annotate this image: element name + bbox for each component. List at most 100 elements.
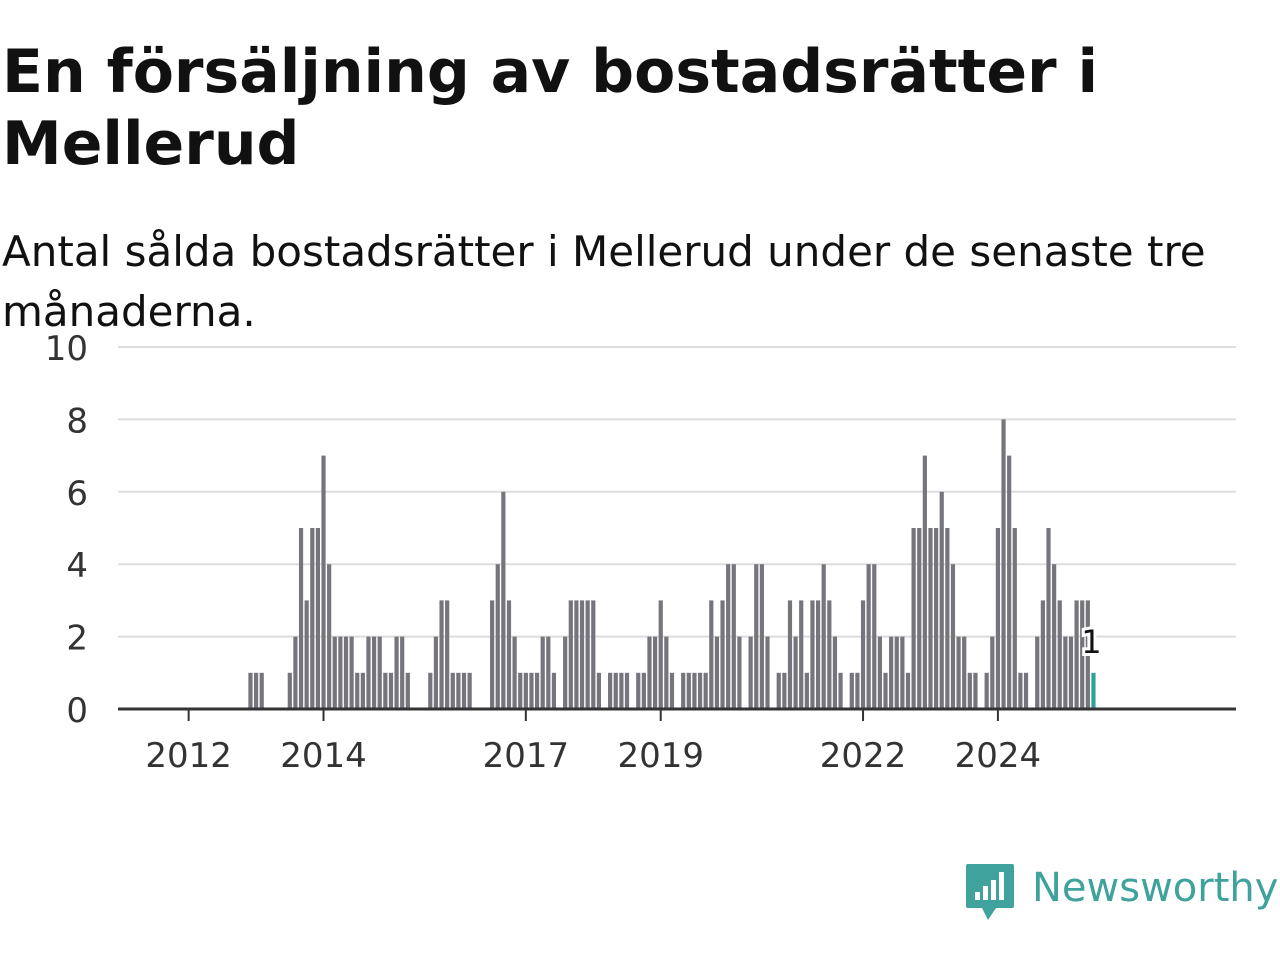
bar: [821, 564, 826, 709]
bar: [1007, 455, 1012, 709]
bar: [962, 636, 967, 709]
bar: [456, 672, 461, 709]
bar: [372, 636, 377, 709]
bar: [518, 672, 523, 709]
bar: [534, 672, 540, 709]
bar: [860, 600, 866, 709]
bar: [355, 672, 360, 709]
bar: [450, 672, 455, 709]
bar: [849, 672, 854, 709]
bar: [1012, 528, 1017, 709]
bar: [1046, 528, 1051, 709]
x-tick-label: 2014: [280, 736, 367, 776]
bar: [1052, 564, 1057, 709]
bar: [956, 636, 961, 709]
bar: [377, 636, 382, 709]
bar: [658, 600, 663, 709]
bar: [315, 528, 320, 709]
bar: [782, 672, 787, 709]
bar: [360, 672, 365, 709]
bar: [467, 672, 472, 709]
bar: [967, 672, 972, 709]
bar: [1068, 636, 1074, 709]
bar: [647, 636, 652, 709]
bar: [388, 672, 394, 709]
brand-name: Newsworthy: [1032, 865, 1279, 911]
bar: [776, 672, 781, 709]
bar: [731, 564, 736, 709]
bar: [934, 528, 939, 709]
bar: [1063, 636, 1068, 709]
bar: [428, 672, 433, 709]
bar: [815, 600, 821, 709]
bar: [855, 672, 860, 709]
bar: [512, 636, 517, 709]
bar: [624, 672, 630, 709]
bar: [287, 672, 292, 709]
bar-highlight: [1091, 672, 1096, 709]
brand-logo: Newsworthy: [964, 862, 1278, 926]
bar: [653, 636, 658, 709]
bar: [995, 528, 1001, 709]
bar: [1057, 600, 1062, 709]
bar: [568, 600, 573, 709]
bar: [720, 600, 725, 709]
bar: [765, 636, 770, 709]
bar: [1035, 636, 1040, 709]
bar: [922, 455, 927, 709]
bar: [343, 636, 349, 709]
bar: [754, 564, 759, 709]
bar: [838, 672, 843, 709]
bar: [636, 672, 641, 709]
bar: [1001, 419, 1006, 709]
bar: [1018, 672, 1023, 709]
bar: [726, 564, 731, 709]
x-tick-label: 2017: [483, 736, 570, 776]
bar: [799, 600, 804, 709]
y-tick-label: 10: [45, 329, 88, 369]
x-tick-label: 2024: [955, 736, 1042, 776]
bar: [714, 636, 720, 709]
bar: [540, 636, 545, 709]
bar: [506, 600, 512, 709]
bar: [501, 491, 506, 709]
highlight-data-label: 1: [1081, 623, 1101, 661]
bar: [321, 455, 326, 709]
bar: [877, 636, 882, 709]
bar: [787, 600, 793, 709]
bar: [579, 600, 585, 709]
bar: [248, 672, 253, 709]
bar: [613, 672, 618, 709]
y-tick-label: 6: [66, 474, 88, 514]
bar: [608, 672, 613, 709]
chart-title: En försäljning av bostadsrätter i Meller…: [2, 37, 1099, 179]
y-tick-label: 2: [66, 619, 88, 659]
bar: [400, 636, 405, 709]
bar: [945, 528, 950, 709]
bar: [950, 564, 956, 709]
y-tick-label: 0: [66, 691, 88, 731]
bar: [804, 672, 809, 709]
bar: [619, 672, 624, 709]
bar: [551, 672, 557, 709]
bar: [327, 564, 332, 709]
bar: [1023, 672, 1029, 709]
bar: [495, 564, 500, 709]
bar: [793, 636, 798, 709]
bar: [990, 636, 995, 709]
bar: [1040, 600, 1045, 709]
bar: [546, 636, 551, 709]
bar: [1085, 600, 1090, 709]
bar: [759, 564, 764, 709]
bar: [911, 528, 916, 709]
bar: [692, 672, 697, 709]
bar: [591, 600, 596, 709]
y-tick-label: 4: [66, 546, 88, 586]
bar: [596, 672, 601, 709]
bar: [259, 672, 264, 709]
bar: [686, 672, 691, 709]
bar: [338, 636, 343, 709]
bar: [697, 672, 703, 709]
bar: [810, 600, 815, 709]
bar: [973, 672, 978, 709]
